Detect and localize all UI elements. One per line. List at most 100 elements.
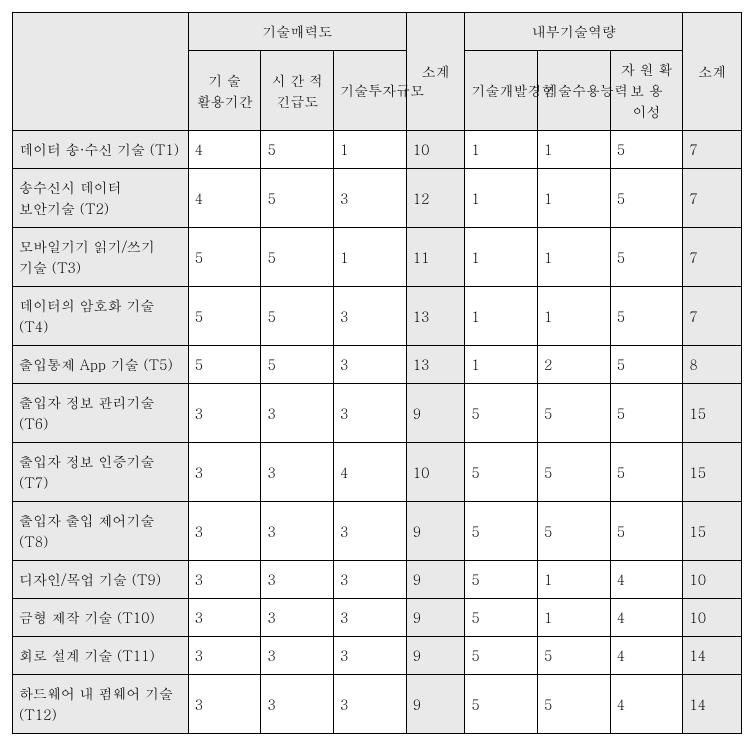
cell-b: 1: [465, 346, 538, 384]
cell-a: 3: [188, 443, 261, 502]
cell-b: 5: [465, 502, 538, 561]
cell-a: 5: [261, 287, 334, 346]
cell-b: 4: [610, 637, 683, 675]
cell-a: 5: [261, 131, 334, 169]
cell-subtotal-1: 13: [406, 287, 465, 346]
cell-b: 5: [538, 637, 611, 675]
cell-a: 4: [188, 169, 261, 228]
cell-b: 5: [610, 502, 683, 561]
cell-a: 3: [188, 384, 261, 443]
cell-a: 3: [334, 502, 407, 561]
cell-b: 1: [538, 169, 611, 228]
table-row: 데이터의 암호화 기술 (T4)553131157: [13, 287, 742, 346]
header-group-1: 기술매력도: [188, 13, 406, 51]
table-row: 송수신시 데이터 보안기술 (T2)453121157: [13, 169, 742, 228]
header-blank: [13, 13, 189, 131]
cell-subtotal-2: 7: [683, 287, 742, 346]
table-row: 출입통제 App 기술 (T5)553131258: [13, 346, 742, 384]
table-row: 출입자 정보 관리기술 (T6)333955515: [13, 384, 742, 443]
cell-a: 3: [261, 637, 334, 675]
cell-a: 3: [188, 637, 261, 675]
cell-a: 1: [334, 131, 407, 169]
cell-subtotal-2: 14: [683, 675, 742, 734]
row-label: 출입자 정보 인증기술 (T7): [13, 443, 189, 502]
cell-b: 4: [610, 599, 683, 637]
table-row: 디자인/목업 기술 (T9)333951410: [13, 561, 742, 599]
cell-a: 5: [188, 346, 261, 384]
cell-subtotal-2: 8: [683, 346, 742, 384]
cell-a: 4: [334, 443, 407, 502]
table-row: 금형 제작 기술 (T10)333951410: [13, 599, 742, 637]
cell-a: 3: [334, 287, 407, 346]
cell-b: 1: [538, 287, 611, 346]
cell-b: 1: [538, 131, 611, 169]
cell-a: 3: [261, 502, 334, 561]
row-label: 출입자 정보 관리기술 (T6): [13, 384, 189, 443]
cell-subtotal-2: 14: [683, 637, 742, 675]
cell-a: 3: [334, 637, 407, 675]
cell-a: 5: [261, 228, 334, 287]
cell-subtotal-2: 7: [683, 131, 742, 169]
cell-a: 3: [188, 502, 261, 561]
cell-subtotal-1: 10: [406, 443, 465, 502]
cell-b: 5: [538, 384, 611, 443]
row-label: 출입자 출입 제어기술 (T8): [13, 502, 189, 561]
cell-b: 5: [538, 502, 611, 561]
cell-a: 5: [261, 169, 334, 228]
cell-b: 5: [465, 675, 538, 734]
row-label: 데이터의 암호화 기술 (T4): [13, 287, 189, 346]
cell-a: 3: [261, 384, 334, 443]
row-label: 모바일기기 읽기/쓰기 기술 (T3): [13, 228, 189, 287]
cell-a: 3: [334, 346, 407, 384]
cell-a: 3: [261, 443, 334, 502]
cell-a: 5: [261, 346, 334, 384]
table-row: 출입자 정보 인증기술 (T7)3341055515: [13, 443, 742, 502]
cell-b: 5: [610, 287, 683, 346]
table-body: 데이터 송·수신 기술 (T1)451101157송수신시 데이터 보안기술 (…: [13, 131, 742, 734]
cell-b: 1: [538, 599, 611, 637]
cell-a: 5: [188, 228, 261, 287]
cell-b: 1: [465, 131, 538, 169]
cell-b: 1: [538, 228, 611, 287]
cell-b: 5: [610, 346, 683, 384]
cell-b: 5: [465, 637, 538, 675]
cell-subtotal-1: 11: [406, 228, 465, 287]
cell-b: 5: [610, 384, 683, 443]
row-label: 회로 설계 기술 (T11): [13, 637, 189, 675]
cell-b: 5: [610, 169, 683, 228]
table-header: 기술매력도 소계 내부기술역량 소계 기 술 활용기간 시 간 적 긴급도 기술…: [13, 13, 742, 131]
row-label: 데이터 송·수신 기술 (T1): [13, 131, 189, 169]
table-row: 출입자 출입 제어기술 (T8)333955515: [13, 502, 742, 561]
cell-b: 5: [465, 443, 538, 502]
cell-b: 1: [538, 561, 611, 599]
cell-subtotal-2: 10: [683, 561, 742, 599]
cell-b: 4: [610, 675, 683, 734]
cell-b: 5: [538, 675, 611, 734]
cell-b: 5: [465, 599, 538, 637]
header-col-g1-0: 기 술 활용기간: [188, 51, 261, 131]
cell-a: 3: [188, 561, 261, 599]
cell-subtotal-1: 10: [406, 131, 465, 169]
cell-b: 4: [610, 561, 683, 599]
cell-b: 5: [538, 443, 611, 502]
cell-a: 3: [261, 599, 334, 637]
row-label: 금형 제작 기술 (T10): [13, 599, 189, 637]
cell-subtotal-1: 9: [406, 384, 465, 443]
cell-subtotal-2: 10: [683, 599, 742, 637]
cell-a: 3: [334, 561, 407, 599]
cell-subtotal-2: 7: [683, 169, 742, 228]
cell-subtotal-2: 15: [683, 502, 742, 561]
cell-b: 5: [465, 384, 538, 443]
cell-subtotal-1: 12: [406, 169, 465, 228]
cell-subtotal-2: 15: [683, 443, 742, 502]
cell-a: 3: [334, 599, 407, 637]
cell-b: 5: [610, 443, 683, 502]
header-col-g2-1: 기술수용능력: [538, 51, 611, 131]
cell-a: 3: [334, 169, 407, 228]
cell-b: 1: [465, 228, 538, 287]
cell-b: 1: [465, 287, 538, 346]
cell-a: 3: [261, 675, 334, 734]
cell-b: 5: [610, 131, 683, 169]
cell-a: 4: [188, 131, 261, 169]
cell-a: 3: [261, 561, 334, 599]
